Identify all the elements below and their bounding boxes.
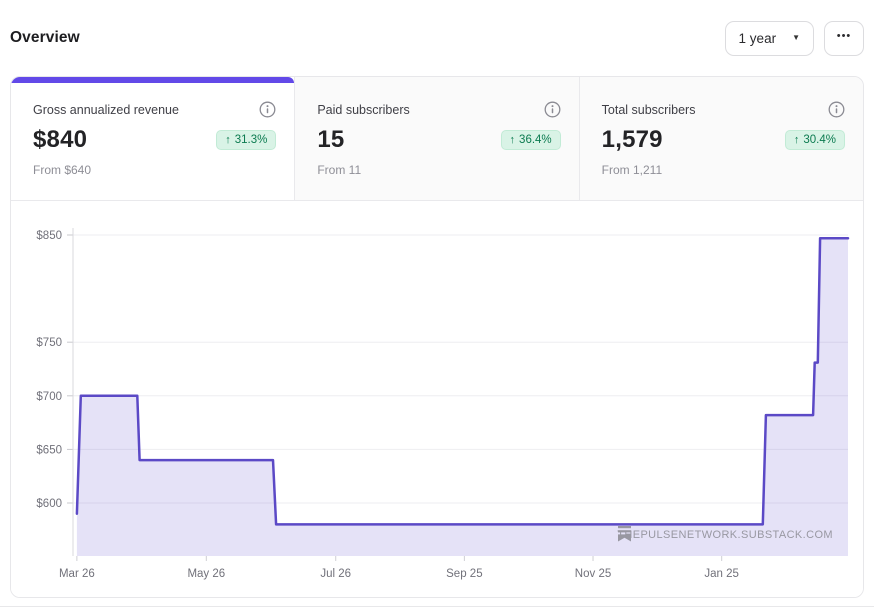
svg-text:Mar 26: Mar 26 [59, 568, 95, 580]
svg-text:$750: $750 [36, 337, 62, 349]
svg-text:May 26: May 26 [187, 568, 225, 580]
change-percent: 31.3% [234, 134, 268, 146]
tab-indicator [295, 77, 578, 83]
change-badge: ↑ 30.4% [784, 130, 845, 150]
svg-text:Jul 26: Jul 26 [320, 568, 351, 580]
up-arrow-icon: ↑ [509, 134, 516, 146]
change-percent: 36.4% [519, 134, 552, 146]
info-icon[interactable] [259, 101, 276, 118]
up-arrow-icon: ↑ [225, 134, 231, 146]
svg-text:$650: $650 [36, 444, 62, 456]
tab-total-subscribers[interactable]: Total subscribers 1,579 ↑ 30.4% From 1,2… [578, 77, 863, 200]
stat-tabs: Gross annualized revenue $840 ↑ 31.3% Fr… [11, 77, 863, 201]
change-badge: ↑ 31.3% [216, 130, 277, 150]
stat-value: 1,579 [601, 126, 663, 153]
stat-previous-value: From $640 [33, 163, 92, 177]
svg-text:Sep 25: Sep 25 [446, 568, 482, 580]
substack-icon [618, 526, 631, 542]
revenue-chart: $850 $750 $700 $650 $600 Mar 26 May 26 Jul 26 Se… [11, 201, 863, 597]
change-percent: 30.4% [803, 134, 836, 146]
tab-gross-annualized-revenue[interactable]: Gross annualized revenue $840 ↑ 31.3% Fr… [11, 77, 295, 200]
header-controls: 1 year ▼ ••• [724, 20, 864, 56]
svg-text:$850: $850 [36, 230, 62, 242]
svg-text:$700: $700 [36, 391, 62, 403]
svg-text:Jan 25: Jan 25 [704, 568, 739, 580]
revenue-area-chart: $850 $750 $700 $650 $600 Mar 26 May 26 Jul 26 Se… [36, 228, 850, 580]
page-bottom-divider [0, 606, 874, 607]
page-header: Overview 1 year ▼ ••• [0, 0, 874, 76]
info-icon[interactable] [544, 101, 561, 118]
selected-tab-indicator [11, 77, 295, 83]
tab-indicator [580, 77, 863, 83]
stat-label: Paid subscribers [317, 102, 410, 117]
stat-label: Total subscribers [601, 102, 696, 117]
tab-paid-subscribers[interactable]: Paid subscribers 15 ↑ 36.4% From 11 [294, 77, 579, 200]
page-title: Overview [10, 29, 80, 46]
chevron-down-icon: ▼ [792, 33, 800, 42]
stat-previous-value: From 11 [317, 163, 362, 177]
more-options-button[interactable]: ••• [824, 20, 864, 56]
substack-watermark: THEPULSENETWORK.SUBSTACK.COM [617, 526, 833, 542]
change-badge: ↑ 36.4% [500, 130, 561, 150]
overview-panel: Gross annualized revenue $840 ↑ 31.3% Fr… [10, 76, 864, 598]
info-icon[interactable] [828, 101, 845, 118]
stat-label: Gross annualized revenue [33, 102, 179, 117]
stat-value: 15 [317, 126, 345, 153]
svg-text:Nov 25: Nov 25 [575, 568, 611, 580]
stat-previous-value: From 1,211 [601, 163, 663, 177]
stat-value: $840 [33, 126, 88, 153]
period-select-value: 1 year [738, 30, 777, 46]
up-arrow-icon: ↑ [793, 134, 800, 146]
ellipsis-icon: ••• [836, 29, 852, 42]
period-select[interactable]: 1 year ▼ [724, 20, 814, 56]
watermark-text: THEPULSENETWORK.SUBSTACK.COM [617, 529, 833, 541]
svg-text:$600: $600 [36, 498, 62, 510]
